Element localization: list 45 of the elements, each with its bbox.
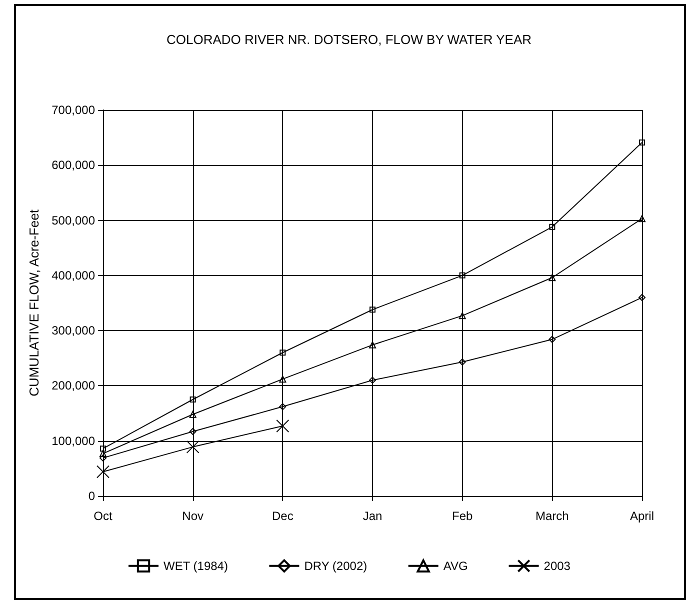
legend-label: AVG <box>443 558 468 573</box>
point <box>100 450 106 458</box>
y-tick-label: 200,000 <box>52 378 96 393</box>
legend-label: DRY (2002) <box>304 558 368 573</box>
point <box>370 306 376 313</box>
x-tick-label: Jan <box>362 509 382 523</box>
x-tick-label: Oct <box>94 509 113 523</box>
point <box>549 224 556 230</box>
point <box>458 358 466 366</box>
point <box>369 341 376 348</box>
legend-label: WET (1984) <box>164 558 228 573</box>
point <box>276 419 290 432</box>
y-tick-label: 400,000 <box>52 268 96 282</box>
point <box>638 294 646 301</box>
y-tick-label: 300,000 <box>52 324 96 338</box>
y-tick-label: 700,000 <box>52 103 96 117</box>
y-tick-label: 100,000 <box>52 434 96 448</box>
point <box>459 272 466 278</box>
y-tick-label: 0 <box>88 489 96 503</box>
point <box>548 274 556 282</box>
x-tick-label: March <box>535 509 569 523</box>
point <box>638 215 646 222</box>
point <box>189 428 196 435</box>
chart-title: COLORADO RIVER NR. DOTSERO, FLOW BY WATER YEAR <box>166 32 532 47</box>
point <box>190 396 196 402</box>
point <box>280 350 286 356</box>
x-tick-label: April <box>630 509 654 523</box>
point <box>100 446 106 452</box>
point <box>369 376 376 384</box>
y-axis-title: CUMULATIVE FLOW, Acre-Feet <box>26 209 42 396</box>
x-tick-label: Feb <box>452 509 473 523</box>
point <box>186 440 200 454</box>
x-tick-label: Dec <box>272 509 294 523</box>
y-tick-label: 600,000 <box>52 158 96 172</box>
point <box>279 403 286 410</box>
point <box>548 336 556 343</box>
point <box>458 312 466 320</box>
legend-label: 2003 <box>544 558 571 573</box>
point <box>189 410 196 418</box>
x-tick-label: Nov <box>182 509 204 523</box>
point <box>279 376 286 383</box>
point <box>100 454 106 462</box>
point <box>639 140 645 146</box>
point <box>96 465 110 478</box>
y-tick-label: 500,000 <box>52 213 96 228</box>
